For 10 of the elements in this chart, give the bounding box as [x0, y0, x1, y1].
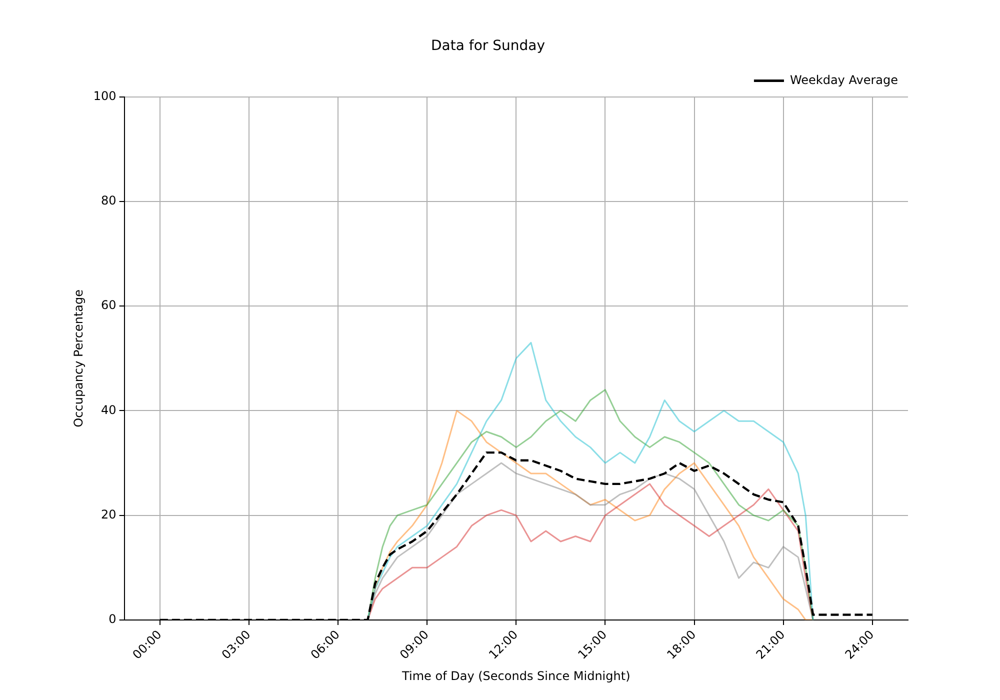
y-tick-label: 20: [101, 507, 116, 522]
y-tick-label: 0: [108, 612, 116, 626]
y-axis-title: Occupancy Percentage: [71, 289, 86, 428]
legend-label: Weekday Average: [790, 72, 898, 87]
y-tick-label: 40: [101, 402, 116, 417]
x-axis-title: Time of Day (Seconds Since Midnight): [401, 668, 630, 683]
y-tick-label: 80: [101, 194, 116, 208]
chart-title: Data for Sunday: [431, 38, 545, 54]
y-tick-label: 60: [101, 298, 116, 312]
y-tick-label: 100: [93, 88, 116, 103]
